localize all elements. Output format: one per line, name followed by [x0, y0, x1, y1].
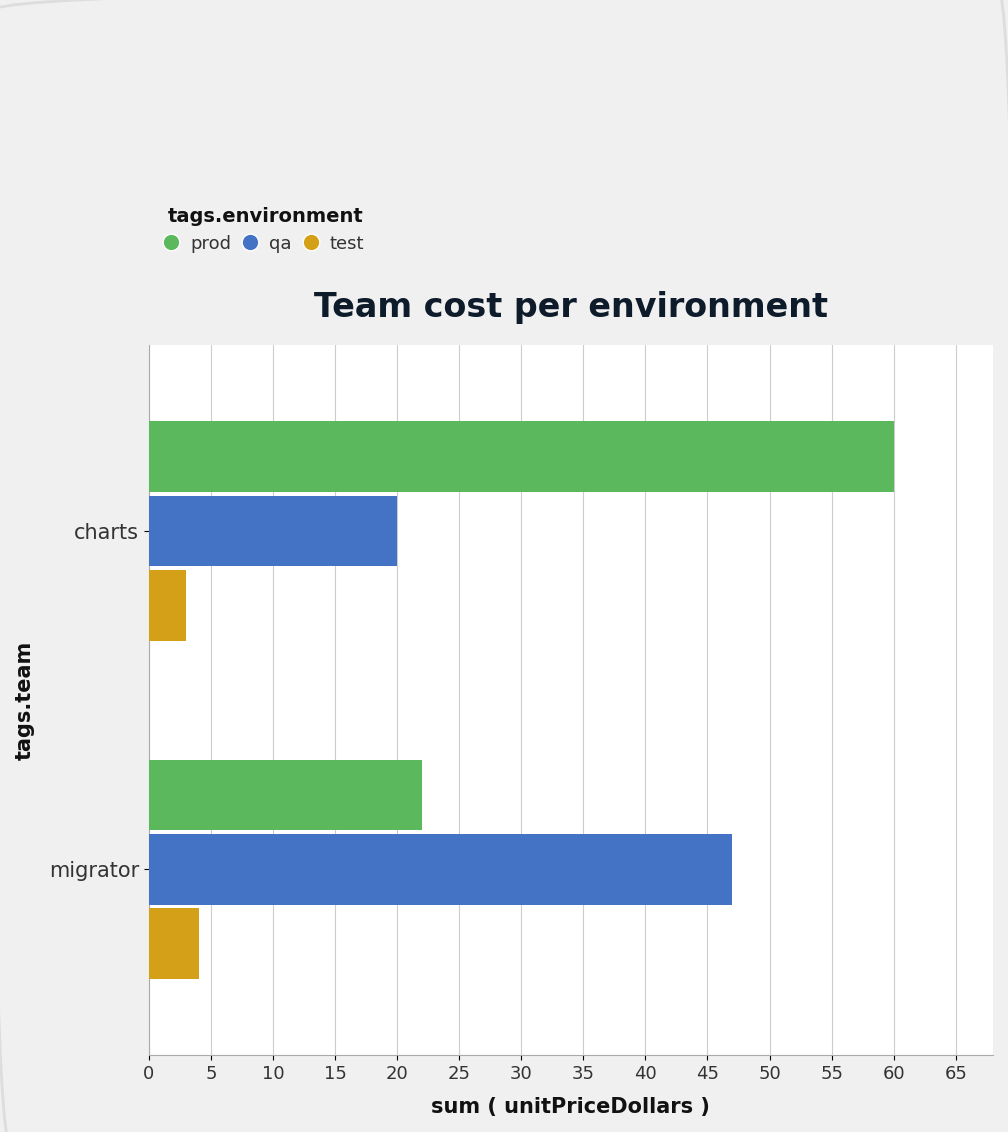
Bar: [149, 421, 894, 492]
Title: Team cost per environment: Team cost per environment: [313, 291, 828, 324]
Bar: [149, 571, 186, 641]
Bar: [149, 908, 199, 979]
Bar: [149, 834, 732, 904]
Bar: [149, 496, 397, 566]
Legend: prod, qa, test: prod, qa, test: [158, 198, 373, 261]
Y-axis label: tags.team: tags.team: [15, 641, 35, 760]
Bar: [149, 760, 422, 830]
X-axis label: sum ( unitPriceDollars ): sum ( unitPriceDollars ): [431, 1097, 711, 1117]
